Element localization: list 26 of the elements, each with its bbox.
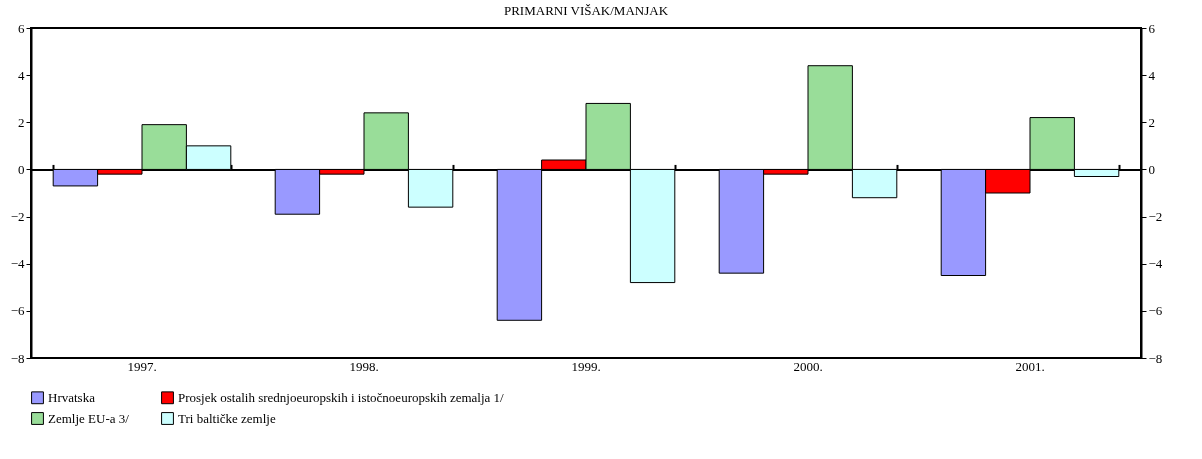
legend-label: Hrvatska <box>48 389 96 405</box>
y2-tick-label: −4 <box>1148 256 1163 272</box>
legend-label: Zemlje EU-a 3/ <box>48 410 130 426</box>
y2-tick-label: −6 <box>1148 303 1163 319</box>
y2-tick-label: 6 <box>1148 20 1156 36</box>
y-tick-label: 4 <box>18 67 25 83</box>
y-tick-label: 2 <box>18 114 25 130</box>
y2-tick-label: 4 <box>1148 67 1156 83</box>
legend-label: Tri baltičke zemlje <box>178 410 276 426</box>
x-tick-label: 1998. <box>349 358 379 374</box>
x-tick-label: 2000. <box>793 358 823 374</box>
y2-tick-label: 2 <box>1148 114 1155 130</box>
y-tick-label: −8 <box>10 350 25 366</box>
y-tick-label: −4 <box>10 256 25 272</box>
y-tick-label: −6 <box>10 303 25 319</box>
y2-tick-label: −2 <box>1148 209 1163 225</box>
y-tick-label: 0 <box>18 161 25 177</box>
y2-tick-label: −8 <box>1148 350 1163 366</box>
x-tick-label: 1997. <box>127 358 157 374</box>
x-tick-label: 2001. <box>1015 358 1045 374</box>
chart-title: PRIMARNI VIŠAK/MANJAK <box>503 3 669 18</box>
y-tick-label: −2 <box>10 209 25 225</box>
x-tick-label: 1999. <box>571 358 601 374</box>
y-tick-label: 6 <box>18 20 25 36</box>
y2-tick-label: 0 <box>1148 161 1155 177</box>
legend-label: Prosjek ostalih srednjoeuropskih i istočnoeuropskih zemalja 1/ <box>178 389 505 405</box>
